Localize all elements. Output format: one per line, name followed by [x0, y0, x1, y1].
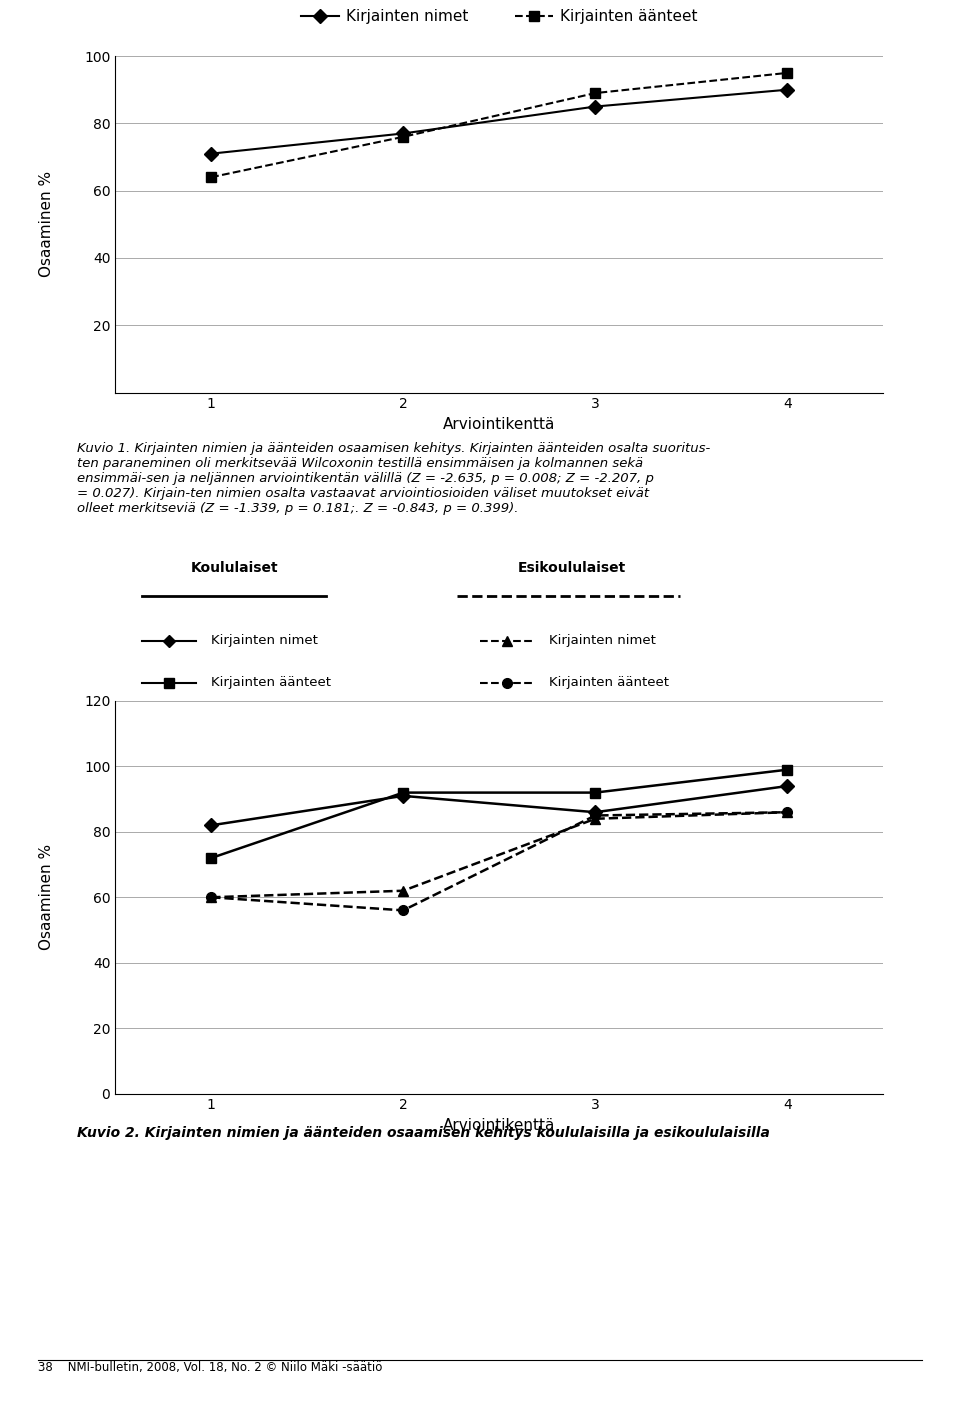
- Legend: Kirjainten nimet, Kirjainten äänteet: Kirjainten nimet, Kirjainten äänteet: [295, 3, 704, 31]
- Text: Koululaiset: Koululaiset: [190, 561, 278, 575]
- Text: Kirjainten äänteet: Kirjainten äänteet: [549, 676, 669, 690]
- Text: Kirjainten nimet: Kirjainten nimet: [211, 634, 318, 648]
- X-axis label: Arviointikenttä: Arviointikenttä: [443, 416, 556, 432]
- Text: Esikoululaiset: Esikoululaiset: [518, 561, 626, 575]
- Text: Kuvio 2. Kirjainten nimien ja äänteiden osaamisen kehitys koululaisilla ja esiko: Kuvio 2. Kirjainten nimien ja äänteiden …: [77, 1126, 770, 1140]
- Text: Kuvio 1. Kirjainten nimien ja äänteiden osaamisen kehitys. Kirjainten äänteiden : Kuvio 1. Kirjainten nimien ja äänteiden …: [77, 442, 710, 515]
- Y-axis label: Osaaminen %: Osaaminen %: [38, 171, 54, 278]
- X-axis label: Arviointikenttä: Arviointikenttä: [443, 1117, 556, 1133]
- Text: Kirjainten äänteet: Kirjainten äänteet: [211, 676, 331, 690]
- Y-axis label: Osaaminen %: Osaaminen %: [38, 844, 54, 951]
- Text: Kirjainten nimet: Kirjainten nimet: [549, 634, 656, 648]
- Text: 38    NMI-bulletin, 2008, Vol. 18, No. 2 © Niilo Mäki -säätiö: 38 NMI-bulletin, 2008, Vol. 18, No. 2 © …: [38, 1361, 383, 1374]
